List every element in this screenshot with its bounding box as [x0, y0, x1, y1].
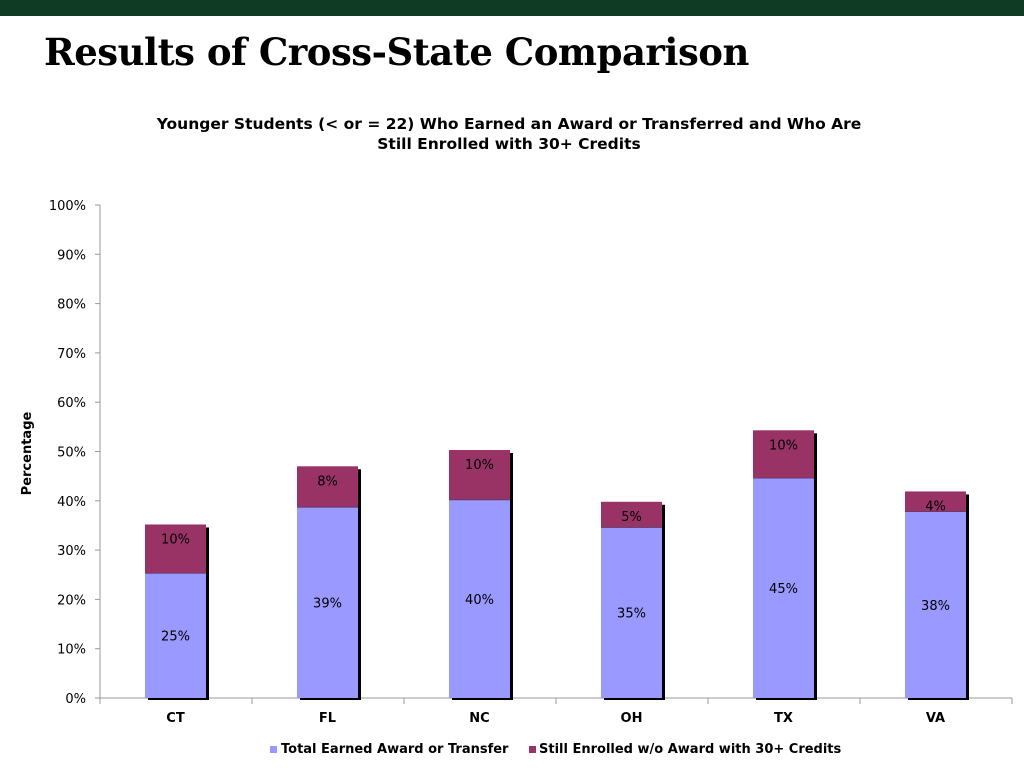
- y-tick-label: 100%: [49, 199, 86, 214]
- bar-segment-ct-still-enrolled: [145, 524, 206, 574]
- y-tick-label: 70%: [57, 347, 86, 362]
- y-tick-label: 40%: [57, 495, 86, 510]
- chart-title-line-1: Younger Students (< or = 22) Who Earned …: [156, 115, 862, 133]
- bar-segment-va-award-transfer: [905, 511, 966, 698]
- header-bar: [0, 0, 1024, 16]
- slide-title: Results of Cross-State Comparison: [44, 30, 749, 74]
- data-label: 40%: [465, 593, 494, 608]
- x-tick-label: TX: [774, 711, 793, 726]
- data-label: 38%: [921, 599, 950, 614]
- data-label: 8%: [317, 474, 338, 489]
- data-label: 10%: [465, 458, 494, 473]
- y-tick-label: 10%: [57, 643, 86, 658]
- bars: 25% 10% 39% 8% 40% 10% 35% 5% 45% 10% 38% 4%: [145, 430, 969, 700]
- chart-title-line-2: Still Enrolled with 30+ Credits: [377, 135, 641, 153]
- data-label: 4%: [925, 499, 946, 514]
- bar-segment-tx-award-transfer: [753, 478, 814, 698]
- legend-swatch-still-enrolled: [529, 746, 536, 753]
- data-label: 39%: [313, 597, 342, 612]
- bar-segment-fl-award-transfer: [297, 507, 358, 698]
- bar-segment-va-still-enrolled: [905, 491, 966, 512]
- data-label: 45%: [769, 582, 798, 597]
- y-axis: 0% 10% 20% 30% 40% 50% 60% 70% 80% 90% 100% Percent…: [20, 199, 101, 707]
- legend-label: Still Enrolled w/o Award with 30+ Credit…: [539, 742, 842, 757]
- y-tick-label: 30%: [57, 544, 86, 559]
- x-axis: CT FL NC OH TX VA: [99, 697, 1013, 726]
- legend-label: Total Earned Award or Transfer: [281, 742, 509, 757]
- data-label: 10%: [769, 438, 798, 453]
- x-tick-label: VA: [926, 711, 945, 726]
- legend-swatch-award-transfer: [270, 746, 277, 753]
- bar-segment-ct-award-transfer: [145, 573, 206, 698]
- chart-title: Younger Students (< or = 22) Who Earned …: [0, 114, 1018, 154]
- y-tick-label: 0%: [65, 692, 86, 707]
- y-tick-label: 20%: [57, 593, 86, 608]
- data-label: 35%: [617, 607, 646, 622]
- y-tick-label: 90%: [57, 248, 86, 263]
- data-label: 10%: [161, 532, 190, 547]
- data-label: 5%: [621, 510, 642, 525]
- x-tick-label: FL: [319, 711, 336, 726]
- y-axis-title: Percentage: [20, 412, 35, 496]
- bar-segment-nc-award-transfer: [449, 499, 510, 698]
- data-label: 25%: [161, 630, 190, 645]
- x-tick-label: CT: [166, 711, 185, 726]
- bar-segment-oh-still-enrolled: [601, 501, 662, 528]
- y-tick-label: 50%: [57, 446, 86, 461]
- x-tick-label: OH: [621, 711, 643, 726]
- legend: Total Earned Award or Transfer Still Enro…: [270, 742, 842, 757]
- bar-segment-fl-still-enrolled: [297, 466, 358, 508]
- y-tick-label: 80%: [57, 298, 86, 313]
- bar-segment-nc-still-enrolled: [449, 450, 510, 500]
- bar-segment-tx-still-enrolled: [753, 430, 814, 479]
- x-tick-label: NC: [469, 711, 489, 726]
- bar-segment-oh-award-transfer: [601, 527, 662, 698]
- y-tick-label: 60%: [57, 396, 86, 411]
